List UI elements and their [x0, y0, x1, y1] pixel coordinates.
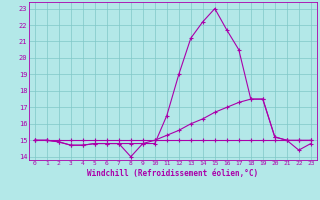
- X-axis label: Windchill (Refroidissement éolien,°C): Windchill (Refroidissement éolien,°C): [87, 169, 258, 178]
